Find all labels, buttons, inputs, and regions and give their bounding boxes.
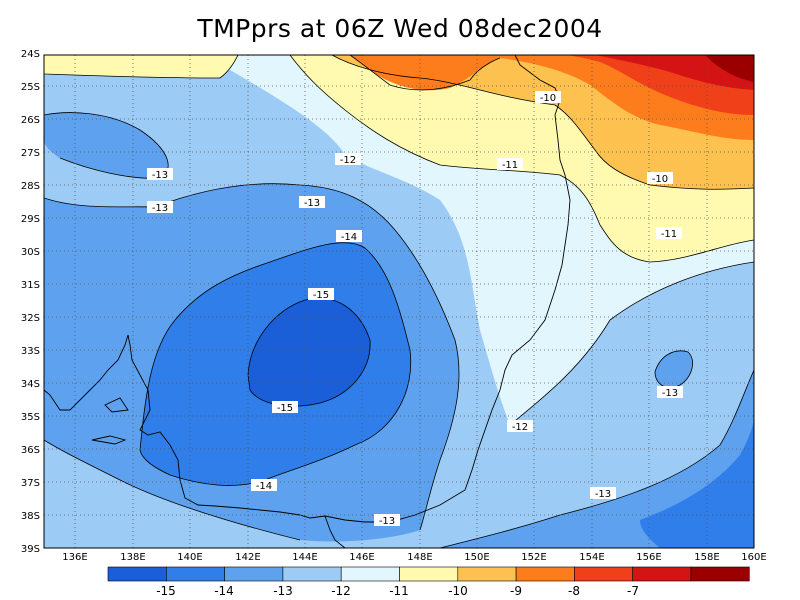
map-title: TMPprs at 06Z Wed 08dec2004	[197, 14, 603, 43]
contour-label: -10	[540, 93, 556, 104]
lat-label: 36S	[21, 445, 40, 456]
lat-label: 34S	[21, 379, 40, 390]
colorbar-swatch	[340, 566, 400, 582]
lon-label: 146E	[349, 552, 374, 563]
lat-label: 32S	[21, 313, 40, 324]
contour-label: -10	[652, 174, 668, 185]
band-core	[248, 298, 371, 407]
lat-labels: 24S 25S 26S 27S 28S 29S 30S 31S 32S 33S …	[21, 49, 40, 555]
colorbar-swatch	[107, 566, 167, 582]
contour-label: -11	[502, 160, 518, 171]
colorbar-label: -7	[627, 584, 639, 598]
lat-label: 29S	[21, 214, 40, 225]
lon-label: 152E	[521, 552, 546, 563]
lon-label: 150E	[464, 552, 489, 563]
band-minus-14-se	[440, 370, 754, 548]
contour-label: -12	[340, 155, 356, 166]
coastline	[44, 55, 571, 548]
colorbar-label: -13	[273, 584, 293, 598]
colorbar-swatch	[166, 566, 225, 582]
contour-label: -13	[152, 170, 168, 181]
colorbar-label: -15	[156, 584, 176, 598]
contour-label: -13	[595, 489, 611, 500]
band-minus-15-se	[640, 420, 754, 548]
colorbar-swatches	[107, 566, 750, 582]
lon-label: 154E	[579, 552, 604, 563]
lat-label: 24S	[21, 49, 40, 60]
map-frame	[43, 54, 755, 549]
band-minus-14-island	[655, 350, 693, 388]
colorbar-swatch	[282, 566, 342, 582]
lon-label: 142E	[235, 552, 260, 563]
contour-label: -14	[256, 481, 272, 492]
colorbar-label: -8	[568, 584, 580, 598]
contour-label: -15	[277, 403, 293, 414]
lon-label: 148E	[407, 552, 432, 563]
lat-label: 37S	[21, 478, 40, 489]
colorbar-labels: -15 -14 -13 -12 -11 -10 -9 -8 -7	[156, 584, 639, 598]
lat-label: 28S	[21, 181, 40, 192]
band-minus-7	[595, 55, 754, 90]
lon-label: 158E	[694, 552, 719, 563]
lat-label: 31S	[21, 280, 40, 291]
colorbar-swatch	[224, 566, 284, 582]
colorbar-label: -10	[448, 584, 468, 598]
lat-label: 30S	[21, 247, 40, 258]
colorbar-swatch	[399, 566, 459, 582]
band-max	[705, 55, 754, 82]
contour-fill-layer	[44, 55, 754, 548]
colorbar-swatch	[632, 566, 692, 582]
colorbar-label: -11	[389, 584, 409, 598]
contour-label: -13	[379, 516, 395, 527]
lat-label: 25S	[21, 82, 40, 93]
contour-label: -13	[662, 388, 678, 399]
lon-label: 160E	[741, 552, 766, 563]
contour-label: -11	[661, 229, 677, 240]
contour-labels: -10 -12 -11 -13 -10 -13 -13 -11 -14 -15 …	[147, 91, 683, 527]
contour-label: -13	[152, 203, 168, 214]
band-minus-11-nw	[44, 55, 238, 78]
colorbar-label: -14	[214, 584, 234, 598]
lat-label: 26S	[21, 115, 40, 126]
lat-label: 27S	[21, 148, 40, 159]
contour-label: -15	[313, 290, 329, 301]
band-minus-14-north	[44, 112, 169, 179]
lat-label: 38S	[21, 511, 40, 522]
colorbar-swatch	[574, 566, 634, 582]
colorbar-label: -9	[510, 584, 522, 598]
lat-label: 39S	[21, 544, 40, 555]
lon-label: 156E	[636, 552, 661, 563]
colorbar-swatch	[515, 566, 575, 582]
contour-label: -14	[341, 232, 357, 243]
colorbar: -15 -14 -13 -12 -11 -10 -9 -8 -7	[107, 566, 750, 598]
colorbar-label: -12	[331, 584, 351, 598]
lon-labels: 136E 138E 140E 142E 144E 146E 148E 150E …	[62, 552, 766, 563]
contour-label: -13	[304, 198, 320, 209]
lon-label: 144E	[292, 552, 317, 563]
lon-label: 138E	[120, 552, 145, 563]
contour-label: -12	[512, 422, 528, 433]
colorbar-swatch	[690, 566, 750, 582]
lon-label: 136E	[62, 552, 87, 563]
colorbar-swatch	[457, 566, 517, 582]
lat-label: 33S	[21, 346, 40, 357]
lon-label: 140E	[177, 552, 202, 563]
lat-label: 35S	[21, 412, 40, 423]
